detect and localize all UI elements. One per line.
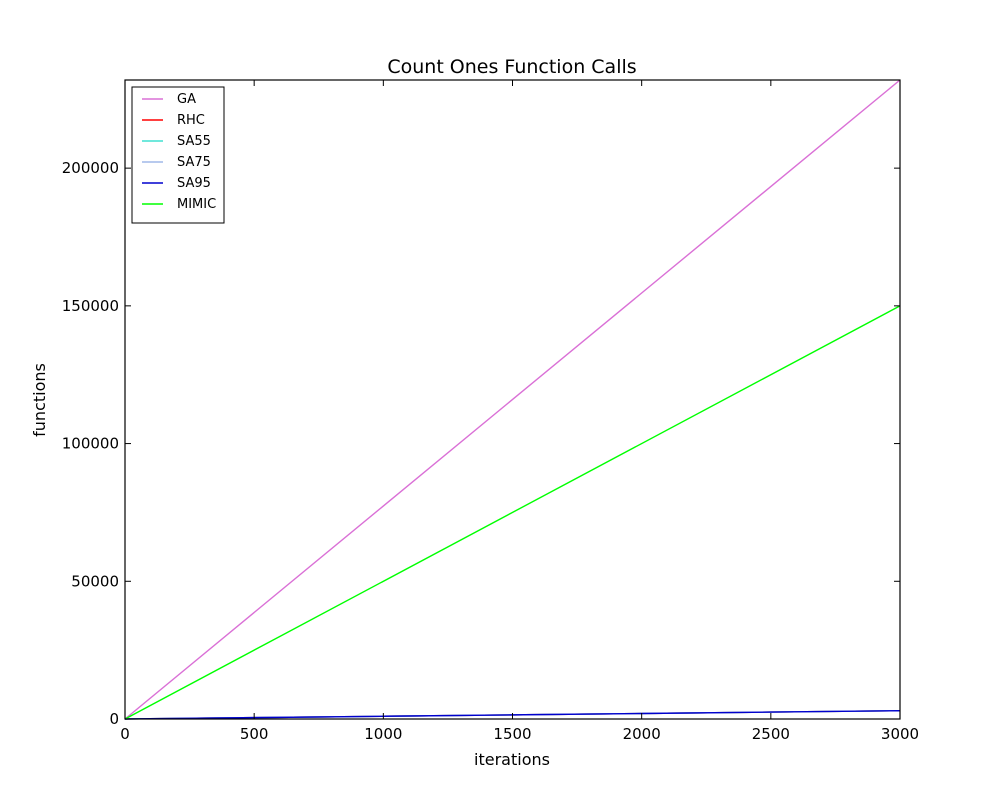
series-line-mimic bbox=[124, 305, 901, 720]
legend-label-sa55: SA55 bbox=[177, 134, 211, 149]
y-axis-label: functions bbox=[30, 363, 49, 437]
x-tick-label: 0 bbox=[120, 725, 130, 743]
axis-ticks: 0 500 1000 1500 2000 2500 3000 0 50000 100000 1500… bbox=[62, 80, 919, 743]
legend: GA RHC SA55 SA75 SA95 MIMIC bbox=[131, 86, 225, 224]
legend-box bbox=[131, 86, 225, 224]
legend-label-sa95: SA95 bbox=[177, 176, 211, 191]
y-tick-label: 150000 bbox=[62, 297, 119, 315]
x-tick-label: 1500 bbox=[493, 725, 531, 743]
x-tick-label: 3000 bbox=[881, 725, 919, 743]
x-axis-label: iterations bbox=[474, 750, 550, 769]
legend-label-rhc: RHC bbox=[177, 113, 205, 128]
chart-title: Count Ones Function Calls bbox=[387, 56, 636, 78]
legend-label-mimic: MIMIC bbox=[177, 197, 216, 212]
x-tick-label: 2500 bbox=[752, 725, 790, 743]
y-tick-label: 0 bbox=[109, 710, 119, 728]
x-tick-label: 500 bbox=[240, 725, 269, 743]
y-tick-label: 100000 bbox=[62, 435, 119, 453]
y-tick-label: 200000 bbox=[62, 159, 119, 177]
x-tick-label: 2000 bbox=[623, 725, 661, 743]
legend-label-ga: GA bbox=[177, 92, 196, 107]
legend-label-sa75: SA75 bbox=[177, 155, 211, 170]
plot-lines bbox=[124, 79, 901, 720]
series-line-ga bbox=[124, 79, 901, 720]
x-tick-label: 1000 bbox=[364, 725, 402, 743]
y-tick-label: 50000 bbox=[71, 572, 119, 590]
